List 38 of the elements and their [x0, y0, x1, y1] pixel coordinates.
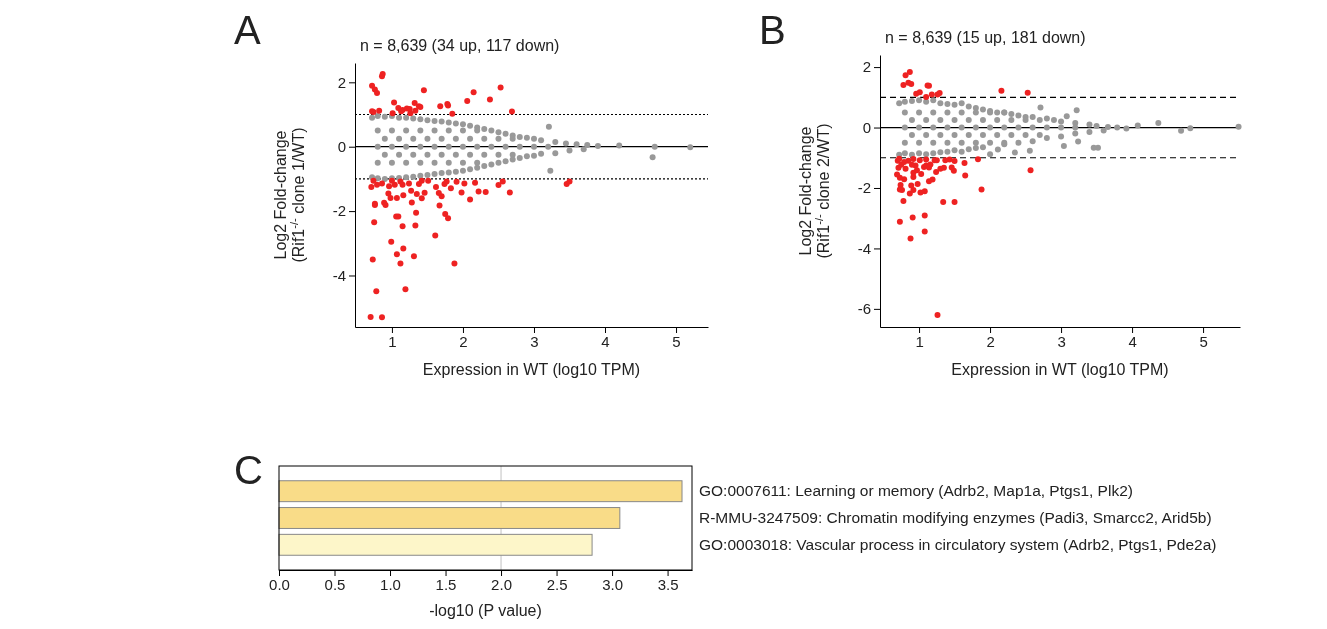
chart-title: n = 8,639 (15 up, 181 down): [885, 29, 1086, 46]
chart-title: n = 8,639 (34 up, 117 down): [360, 37, 560, 54]
y-tick-label: 2: [862, 58, 871, 76]
text: B: [759, 8, 786, 52]
x-tick-label: 1: [388, 332, 397, 350]
x-tick-label: 2: [986, 332, 995, 350]
x-tick-label: 5: [1199, 332, 1208, 350]
y-tick-label: R-MMU-3247509: Chromatin modifying enzymes (Padi3, Smarcc2, Arid5b): [699, 508, 1212, 526]
y-tick-label: 0: [862, 118, 871, 136]
x-axis-title: Expression in WT (log10 TPM): [422, 361, 641, 378]
x-tick-label: 4: [601, 332, 610, 350]
x-tick-label: 4: [1128, 332, 1137, 350]
x-tick-label: 2: [459, 332, 468, 350]
text: A: [234, 8, 261, 52]
x-tick-label: 1.5: [435, 575, 457, 593]
x-tick-label: 0.0: [269, 575, 290, 593]
x-tick-label: 3.5: [657, 575, 679, 593]
y-tick-label: 2: [337, 73, 346, 91]
y-tick-label: -4: [857, 239, 871, 257]
x-tick-label: 5: [672, 332, 681, 350]
x-tick-label: 1: [915, 332, 924, 350]
y-tick-label: GO:0007611: Learning or memory (Adrb2, Map1a, Ptgs1, Plk2): [699, 482, 1133, 500]
y-tick-label: -4: [332, 266, 346, 284]
x-tick-label: 1.0: [380, 575, 401, 593]
y-tick-label: -6: [857, 300, 871, 318]
y-tick-label: -2: [332, 202, 346, 220]
x-tick-label: 3: [530, 332, 539, 350]
x-tick-label: 2.0: [491, 575, 512, 593]
y-tick-label: -2: [857, 179, 871, 197]
x-tick-label: 3.0: [602, 575, 623, 593]
x-tick-label: 0.5: [324, 575, 346, 593]
x-tick-label: 3: [1057, 332, 1066, 350]
text: C: [234, 448, 263, 492]
x-axis-title: Expression in WT (log10 TPM): [951, 361, 1169, 378]
y-tick-label: GO:0003018: Vascular process in circulatory system (Adrb2, Ptgs1, Pde2a): [699, 535, 1217, 553]
x-tick-label: 2.5: [546, 575, 568, 593]
x-axis-title: -log10 (P value): [429, 602, 542, 619]
y-tick-label: 0: [337, 138, 346, 156]
